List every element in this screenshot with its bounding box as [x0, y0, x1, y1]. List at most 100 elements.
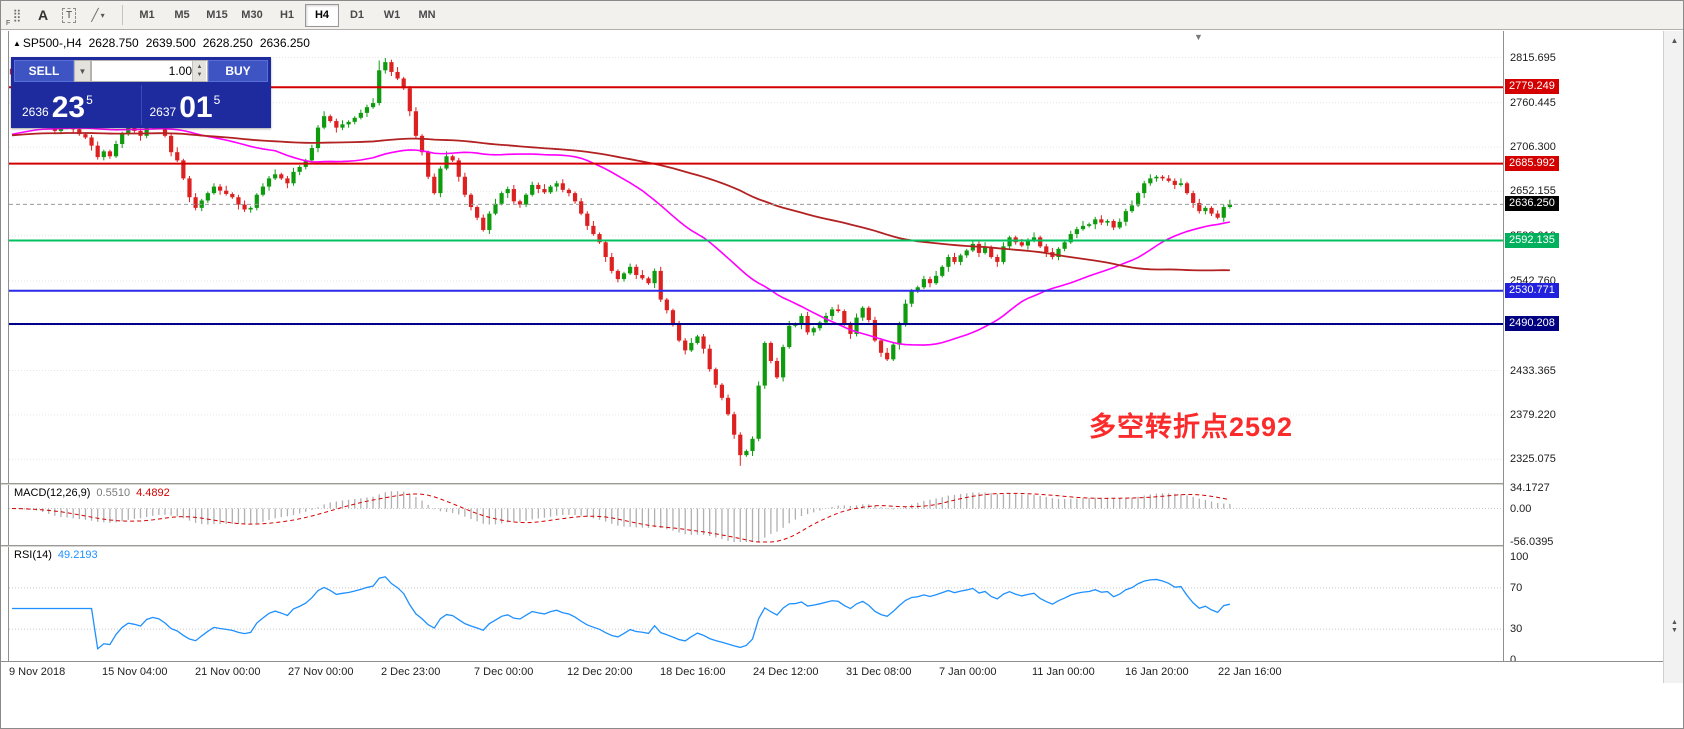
- ask-pip-digit: 5: [213, 93, 221, 107]
- grid-icon[interactable]: ⣿ F: [5, 4, 29, 27]
- candle: [248, 207, 253, 210]
- candle: [566, 189, 572, 194]
- candle: [860, 307, 865, 318]
- timeframe-button-m15[interactable]: M15: [206, 9, 228, 21]
- candle: [224, 190, 229, 194]
- candle: [438, 168, 443, 194]
- timeframe-button-m5[interactable]: M5: [174, 9, 190, 21]
- candle: [101, 151, 106, 158]
- timeframe-button-h1[interactable]: H1: [279, 9, 295, 21]
- price-badge: 2636.250: [1505, 196, 1559, 212]
- candle: [120, 134, 125, 144]
- candle: [940, 266, 945, 276]
- candle: [982, 247, 988, 253]
- candle: [689, 342, 694, 351]
- candle: [750, 438, 755, 452]
- candle: [444, 156, 449, 169]
- rsi-line: [12, 576, 1231, 651]
- candlestick-chart[interactable]: [9, 31, 1503, 483]
- dropdown-caret-icon: ▾: [100, 10, 105, 20]
- rsi-chart[interactable]: [9, 547, 1503, 661]
- timeframe-button-m30[interactable]: M30: [241, 9, 263, 21]
- candle: [315, 127, 321, 149]
- macd-chart[interactable]: [9, 485, 1503, 545]
- candle: [389, 62, 394, 72]
- volume-spinner[interactable]: ▲ ▼: [192, 61, 206, 81]
- price-axis[interactable]: 2815.6952760.4452706.3002652.1552598.010…: [1503, 31, 1664, 666]
- candle: [732, 414, 737, 435]
- candle: [1093, 219, 1098, 225]
- time-axis[interactable]: 9 Nov 2018 15 Nov 04:00 21 Nov 00:00 27 Nov…: [1, 661, 1663, 684]
- candle: [670, 310, 676, 325]
- ask-price[interactable]: 2637 01 5: [140, 85, 269, 125]
- candle: [1203, 207, 1208, 212]
- candle: [242, 204, 247, 210]
- candle: [432, 176, 437, 194]
- buy-button[interactable]: BUY: [208, 60, 268, 82]
- candle: [517, 201, 523, 205]
- axis-label: -56.0395: [1510, 536, 1554, 548]
- timeframe-button-mn[interactable]: MN: [418, 9, 436, 21]
- ask-small-digits: 2637: [149, 105, 177, 119]
- candle: [817, 322, 822, 329]
- candle: [719, 384, 725, 398]
- rsi-canvas[interactable]: [9, 547, 1503, 661]
- scroll-up-icon[interactable]: ▲: [1670, 36, 1679, 45]
- timeframe-button-w1[interactable]: W1: [383, 9, 401, 21]
- candle: [878, 340, 884, 353]
- scroll-arrow-up-icon[interactable]: ▲: [1671, 619, 1678, 626]
- candle: [1007, 237, 1012, 247]
- candle: [1025, 240, 1031, 246]
- candle: [383, 62, 388, 71]
- candle: [505, 189, 510, 194]
- candle: [927, 279, 933, 284]
- scroll-arrow-down-icon[interactable]: ▼: [1671, 627, 1678, 634]
- candle: [511, 189, 516, 202]
- candle: [1172, 180, 1177, 185]
- text-label-icon[interactable]: T: [57, 4, 81, 26]
- candle: [530, 184, 535, 195]
- candle: [1019, 242, 1024, 246]
- candle: [995, 257, 1000, 262]
- panel-splitter[interactable]: [1, 483, 1683, 485]
- candle: [181, 160, 186, 179]
- rsi-label: RSI(14) 49.2193: [14, 549, 98, 561]
- main-chart-area[interactable]: ▲ SP500-,H4 2628.750 2639.500 2628.250 2636.2…: [9, 31, 1503, 483]
- candlestick-canvas[interactable]: [9, 31, 1503, 483]
- panel-splitter[interactable]: [1, 545, 1683, 547]
- candle: [254, 194, 259, 208]
- grid-icon-glyph: ⣿: [12, 8, 22, 22]
- candle: [725, 397, 731, 415]
- candle: [560, 183, 565, 190]
- timeframe-button-m1[interactable]: M1: [139, 9, 155, 21]
- sell-button[interactable]: SELL: [14, 60, 74, 82]
- vertical-scrollbar[interactable]: ▲ ▲ ▼: [1663, 31, 1683, 683]
- candle: [126, 127, 131, 135]
- rsi-panel[interactable]: RSI(14) 49.2193: [9, 547, 1503, 661]
- macd-panel[interactable]: MACD(12,26,9) 0.5510 4.4892: [9, 485, 1503, 545]
- scroll-arrows-icon[interactable]: ▲ ▼: [1664, 619, 1683, 635]
- candle: [309, 148, 314, 161]
- volume-input[interactable]: 1.00 ▲ ▼: [91, 60, 208, 82]
- candle: [768, 342, 773, 361]
- draw-tool-icon[interactable]: ╱ ▾: [83, 4, 113, 26]
- volume-down-icon[interactable]: ▼: [196, 72, 203, 78]
- chart-annotation-text[interactable]: 多空转折点2592: [1089, 412, 1294, 442]
- bid-price[interactable]: 2636 23 5: [14, 85, 141, 125]
- ask-big-digits: 01: [179, 91, 213, 124]
- volume-up-icon[interactable]: ▲: [196, 64, 203, 70]
- timeframe-button-h4[interactable]: H4: [305, 3, 339, 27]
- candle: [1197, 202, 1202, 212]
- ohlc-open: 2628.750: [88, 36, 139, 50]
- candle: [738, 434, 743, 456]
- candle: [297, 166, 302, 172]
- volume-dropdown-icon[interactable]: ▼: [74, 60, 91, 82]
- macd-canvas[interactable]: [9, 485, 1503, 545]
- candle: [536, 184, 541, 190]
- text-a-icon[interactable]: A: [37, 7, 49, 23]
- candle: [1221, 207, 1226, 218]
- candle: [713, 369, 718, 385]
- candle: [481, 217, 486, 230]
- timeframe-button-d1[interactable]: D1: [349, 9, 365, 21]
- candle: [554, 183, 559, 187]
